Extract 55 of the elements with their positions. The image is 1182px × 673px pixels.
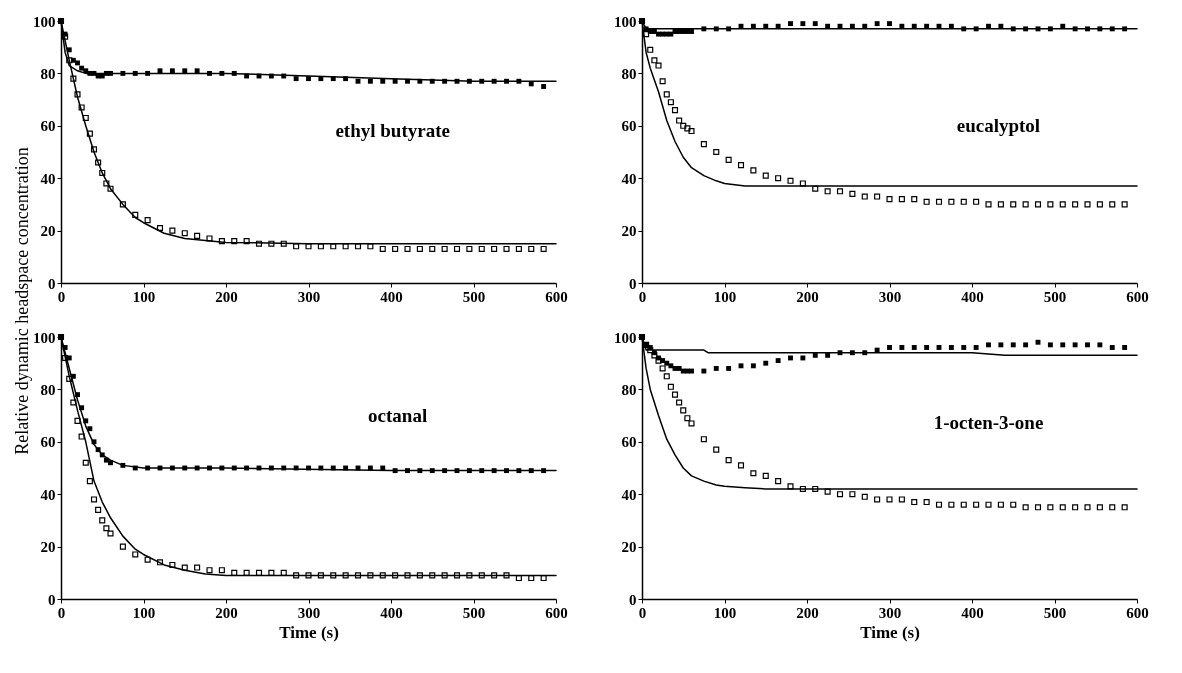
x-tick-label: 400 [380, 288, 403, 305]
y-tick-label: 80 [621, 381, 637, 398]
x-tick-label: 500 [1043, 604, 1067, 621]
y-axis-title: Relative dynamic headspace concentration [11, 147, 33, 455]
x-tick-label: 100 [713, 604, 737, 621]
x-tick-label: 600 [545, 288, 568, 305]
y-tick-label: 0 [629, 591, 637, 608]
y-tick-label: 20 [621, 223, 637, 240]
x-tick-label: 600 [545, 604, 568, 621]
x-tick-label: 300 [297, 288, 321, 305]
y-tick-label: 80 [40, 65, 56, 82]
x-tick-label: 200 [215, 288, 238, 305]
x-tick-label: 200 [215, 604, 238, 621]
x-tick-label: 300 [297, 604, 321, 621]
x-tick-label: 200 [796, 288, 819, 305]
x-tick-label: 400 [961, 288, 984, 305]
x-tick-label: 600 [1126, 288, 1149, 305]
y-tick-label: 80 [40, 381, 56, 398]
annotation: octanal [368, 404, 428, 426]
x-tick-label: 100 [132, 604, 156, 621]
y-tick-label: 60 [40, 118, 56, 135]
y-tick-label: 60 [621, 118, 637, 135]
annotation: eucalyptol [956, 114, 1041, 136]
y-tick-label: 0 [629, 275, 637, 292]
x-tick-label: 100 [132, 288, 156, 305]
x-tick-label: 300 [878, 288, 902, 305]
x-tick-label: 200 [796, 604, 819, 621]
y-tick-label: 20 [40, 539, 56, 556]
y-tick-label: 60 [621, 434, 637, 451]
y-tick-label: 40 [621, 170, 637, 187]
x-tick-label: 300 [878, 604, 902, 621]
y-tick-label: 100 [33, 13, 56, 30]
x-tick-label: 400 [380, 604, 403, 621]
y-tick-label: 100 [614, 329, 637, 346]
x-axis-title: Time (s) [860, 622, 920, 642]
x-tick-label: 500 [462, 604, 486, 621]
x-tick-label: 600 [1126, 604, 1149, 621]
x-tick-label: 100 [713, 288, 737, 305]
annotation: 1-octen-3-one [933, 412, 1044, 434]
x-tick-label: 400 [961, 604, 984, 621]
annotation: ethyl butyrate [335, 120, 450, 142]
y-tick-label: 100 [33, 329, 56, 346]
x-axis-title: Time (s) [279, 622, 339, 642]
y-tick-label: 60 [40, 434, 56, 451]
y-tick-label: 20 [621, 539, 637, 556]
y-tick-label: 100 [614, 13, 637, 30]
x-tick-label: 500 [1043, 288, 1067, 305]
y-tick-label: 80 [621, 65, 637, 82]
y-tick-label: 0 [48, 591, 56, 608]
x-tick-label: 500 [462, 288, 486, 305]
y-tick-label: 40 [40, 170, 56, 187]
y-tick-label: 0 [48, 275, 56, 292]
y-tick-label: 40 [621, 486, 637, 503]
y-tick-label: 20 [40, 223, 56, 240]
y-tick-label: 40 [40, 486, 56, 503]
